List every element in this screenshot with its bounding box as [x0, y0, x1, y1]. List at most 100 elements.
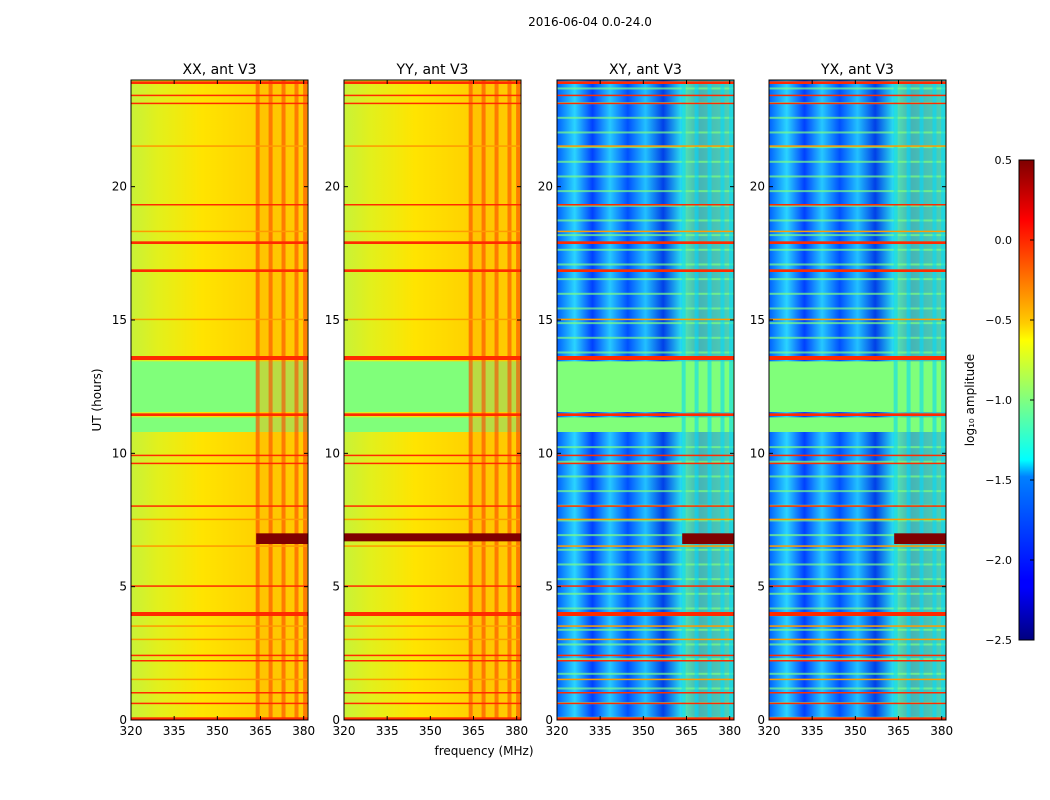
x-tick-label: 320 — [120, 724, 143, 738]
x-tick-label: 335 — [376, 724, 399, 738]
flat-gap-band — [344, 417, 521, 432]
cross-stripe — [557, 592, 734, 595]
time-band — [344, 702, 521, 705]
flat-gap-band — [131, 417, 308, 432]
cross-stripe — [769, 131, 946, 134]
time-band — [557, 230, 734, 233]
rfi-channel — [720, 80, 725, 720]
time-band — [557, 81, 734, 84]
time-band — [557, 356, 734, 360]
y-tick-label: 0 — [119, 713, 127, 727]
time-band — [769, 692, 946, 694]
time-band — [769, 241, 946, 244]
cross-stripe — [557, 87, 734, 90]
time-band — [131, 204, 308, 206]
time-band — [769, 518, 946, 521]
figure-suptitle: 2016-06-04 0.0-24.0 — [528, 15, 652, 29]
rfi-channel — [468, 80, 473, 720]
rfi-channel — [303, 80, 308, 720]
cross-stripe — [769, 204, 946, 207]
panel-frame — [768, 79, 947, 721]
cross-stripe — [557, 190, 734, 193]
time-band — [557, 692, 734, 694]
cross-stripe — [557, 248, 734, 251]
panels: XX, ant V3 320 335 350 365 380 0 5 10 15 20 UT (hou… — [90, 62, 953, 738]
cross-stripe — [557, 351, 734, 354]
cross-stripe — [557, 607, 734, 610]
saturation-block — [682, 533, 734, 544]
y-tick-label: 10 — [538, 446, 553, 460]
cross-stripe — [557, 263, 734, 266]
cross-stripe — [557, 548, 734, 551]
x-tick-label: 350 — [844, 724, 867, 738]
time-band — [769, 413, 946, 416]
time-band — [344, 241, 521, 244]
time-band — [344, 660, 521, 662]
x-tick-label: 365 — [462, 724, 485, 738]
time-band — [769, 81, 946, 84]
time-band — [557, 654, 734, 657]
time-band — [131, 241, 308, 244]
cross-stripe — [557, 672, 734, 675]
x-tick-label: 380 — [505, 724, 528, 738]
time-band — [344, 269, 521, 272]
rfi-channel — [941, 80, 946, 720]
time-band — [769, 702, 946, 705]
time-band — [344, 505, 521, 507]
panel-title: YX, ant V3 — [820, 62, 894, 78]
cross-stripe — [769, 263, 946, 266]
cross-stripe — [557, 219, 734, 222]
colorbar-tick-label: −2.5 — [985, 634, 1012, 647]
cross-stripe — [769, 322, 946, 325]
time-band — [557, 678, 734, 681]
x-tick-label: 350 — [632, 724, 655, 738]
x-tick-label: 350 — [419, 724, 442, 738]
colorbar-tick-label: −2.0 — [985, 554, 1012, 567]
cross-stripe — [769, 87, 946, 90]
time-band — [131, 638, 308, 641]
time-band — [131, 518, 308, 521]
y-tick-label: 0 — [332, 713, 340, 727]
time-band — [131, 462, 308, 465]
cross-stripe — [557, 131, 734, 134]
x-tick-label: 380 — [718, 724, 741, 738]
time-band — [131, 660, 308, 662]
time-band — [131, 654, 308, 657]
colorbar-tick-label: 0.0 — [995, 234, 1013, 247]
x-tick-label: 320 — [758, 724, 781, 738]
x-tick-label: 350 — [206, 724, 229, 738]
cross-stripe — [557, 519, 734, 522]
cross-stripe — [769, 446, 946, 449]
cross-stripe — [557, 563, 734, 566]
time-band — [769, 717, 946, 720]
panel-frame — [130, 79, 309, 721]
flat-gap-band — [131, 361, 308, 412]
cross-stripe — [769, 578, 946, 581]
time-band — [769, 145, 946, 147]
cross-stripe — [769, 658, 946, 661]
y-tick-label: 20 — [112, 180, 127, 194]
time-band — [557, 505, 734, 507]
colorbar: 0.5 0.0 −0.5 −1.0 −1.5 −2.0 −2.5 log₁₀ amplitu… — [963, 154, 1035, 647]
time-band — [131, 102, 308, 105]
cross-stripe — [769, 643, 946, 646]
cross-stripe — [557, 204, 734, 207]
time-band — [344, 356, 521, 360]
time-band — [557, 269, 734, 272]
cross-stripe — [769, 563, 946, 566]
cross-stripe — [769, 160, 946, 163]
time-band — [344, 638, 521, 641]
cross-stripe — [557, 292, 734, 295]
time-band — [344, 454, 521, 457]
time-band — [557, 145, 734, 147]
colorbar-ticks: 0.5 0.0 −0.5 −1.0 −1.5 −2.0 −2.5 — [985, 154, 1034, 647]
cross-stripe — [769, 278, 946, 281]
time-band — [131, 678, 308, 681]
cross-stripe — [769, 460, 946, 463]
time-band — [557, 102, 734, 105]
time-band — [557, 625, 734, 627]
colorbar-tick-label: −1.0 — [985, 394, 1012, 407]
time-band — [131, 269, 308, 272]
cross-stripe — [769, 351, 946, 354]
rfi-channel — [694, 80, 699, 720]
